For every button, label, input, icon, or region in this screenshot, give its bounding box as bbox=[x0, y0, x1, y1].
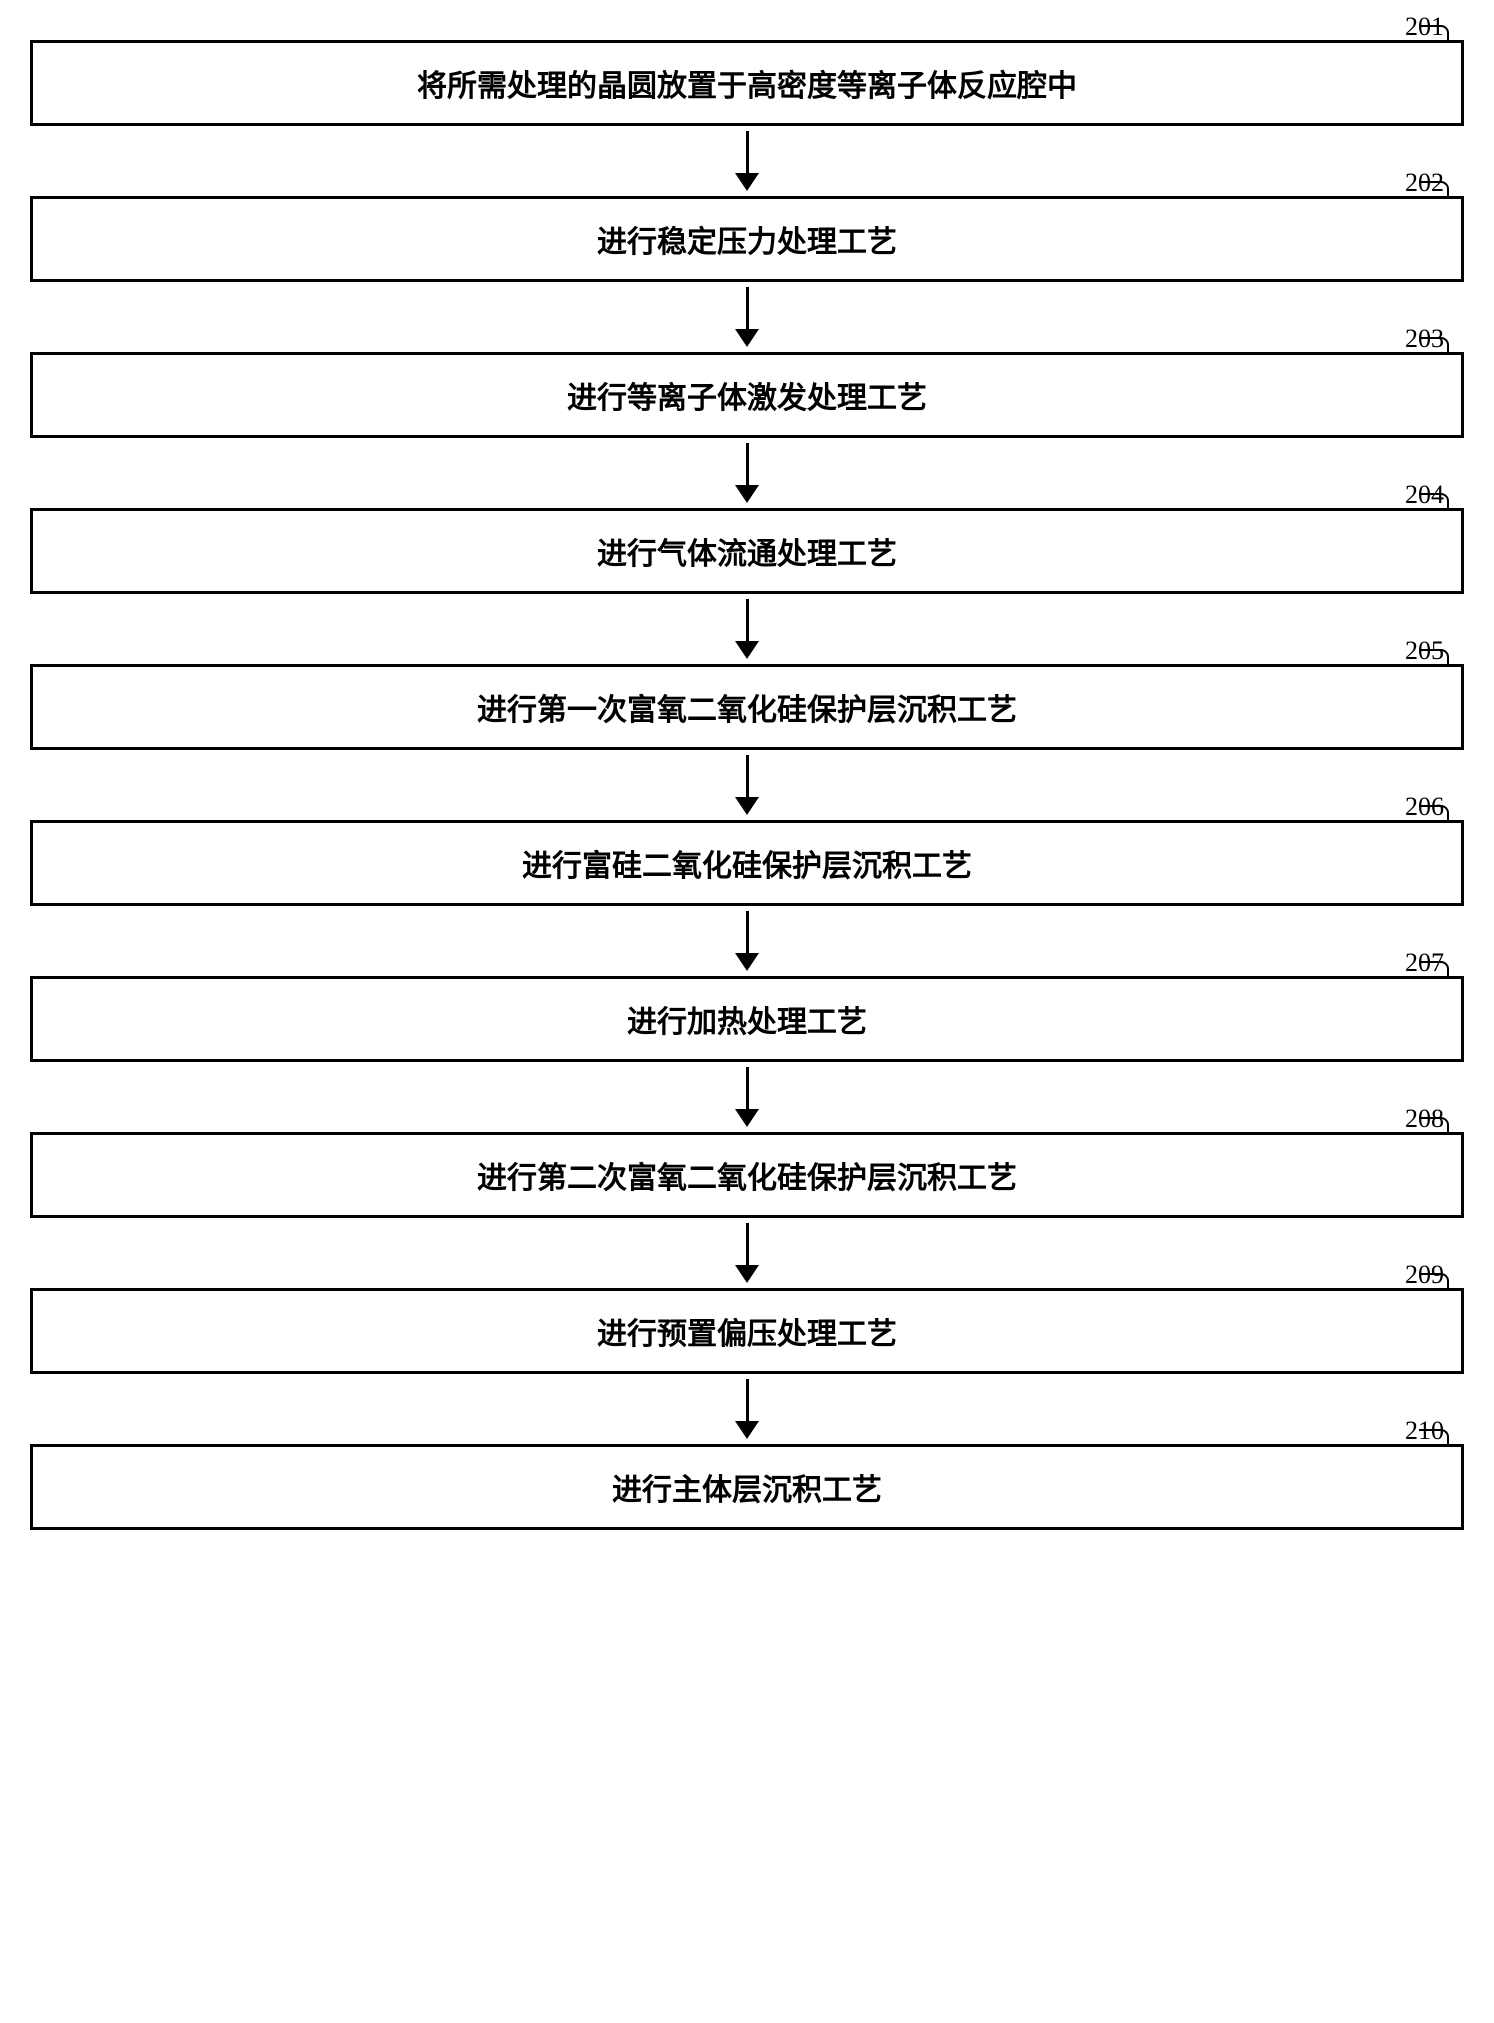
step-text: 将所需处理的晶圆放置于高密度等离子体反应腔中 bbox=[417, 70, 1077, 103]
step-text: 进行气体流通处理工艺 bbox=[597, 538, 897, 571]
step-wrapper: 207 进行加热处理工艺 bbox=[30, 976, 1464, 1062]
arrow bbox=[735, 282, 759, 352]
label-connector bbox=[1419, 25, 1449, 40]
arrow-line bbox=[746, 599, 749, 641]
arrow bbox=[735, 750, 759, 820]
step-wrapper: 205 进行第一次富氧二氧化硅保护层沉积工艺 bbox=[30, 664, 1464, 750]
arrow bbox=[735, 594, 759, 664]
arrow-head bbox=[735, 329, 759, 347]
label-connector bbox=[1419, 337, 1449, 352]
arrow bbox=[735, 438, 759, 508]
arrow-head bbox=[735, 641, 759, 659]
step-text: 进行加热处理工艺 bbox=[627, 1006, 867, 1039]
step-box: 进行加热处理工艺 bbox=[30, 976, 1464, 1062]
label-connector bbox=[1419, 181, 1449, 196]
label-connector bbox=[1419, 1429, 1449, 1444]
label-connector bbox=[1419, 1117, 1449, 1132]
step-wrapper: 206 进行富硅二氧化硅保护层沉积工艺 bbox=[30, 820, 1464, 906]
step-box: 进行富硅二氧化硅保护层沉积工艺 bbox=[30, 820, 1464, 906]
arrow bbox=[735, 1062, 759, 1132]
step-text: 进行等离子体激发处理工艺 bbox=[567, 382, 927, 415]
step-box: 进行等离子体激发处理工艺 bbox=[30, 352, 1464, 438]
arrow-line bbox=[746, 755, 749, 797]
arrow-line bbox=[746, 1067, 749, 1109]
label-connector bbox=[1419, 961, 1449, 976]
step-wrapper: 209 进行预置偏压处理工艺 bbox=[30, 1288, 1464, 1374]
process-flowchart: 201 将所需处理的晶圆放置于高密度等离子体反应腔中 202 进行稳定压力处理工… bbox=[30, 40, 1464, 1530]
step-text: 进行富硅二氧化硅保护层沉积工艺 bbox=[522, 850, 972, 883]
step-wrapper: 203 进行等离子体激发处理工艺 bbox=[30, 352, 1464, 438]
step-wrapper: 208 进行第二次富氧二氧化硅保护层沉积工艺 bbox=[30, 1132, 1464, 1218]
step-text: 进行稳定压力处理工艺 bbox=[597, 226, 897, 259]
step-text: 进行主体层沉积工艺 bbox=[612, 1474, 882, 1507]
arrow-line bbox=[746, 131, 749, 173]
arrow bbox=[735, 906, 759, 976]
step-wrapper: 204 进行气体流通处理工艺 bbox=[30, 508, 1464, 594]
label-connector bbox=[1419, 649, 1449, 664]
arrow bbox=[735, 126, 759, 196]
arrow-head bbox=[735, 953, 759, 971]
step-wrapper: 201 将所需处理的晶圆放置于高密度等离子体反应腔中 bbox=[30, 40, 1464, 126]
label-connector bbox=[1419, 805, 1449, 820]
step-text: 进行第一次富氧二氧化硅保护层沉积工艺 bbox=[477, 694, 1017, 727]
arrow-line bbox=[746, 911, 749, 953]
arrow-line bbox=[746, 443, 749, 485]
step-text: 进行预置偏压处理工艺 bbox=[597, 1318, 897, 1351]
step-wrapper: 210 进行主体层沉积工艺 bbox=[30, 1444, 1464, 1530]
label-connector bbox=[1419, 1273, 1449, 1288]
step-box: 进行第二次富氧二氧化硅保护层沉积工艺 bbox=[30, 1132, 1464, 1218]
step-box: 进行气体流通处理工艺 bbox=[30, 508, 1464, 594]
arrow bbox=[735, 1218, 759, 1288]
arrow-head bbox=[735, 485, 759, 503]
step-box: 进行稳定压力处理工艺 bbox=[30, 196, 1464, 282]
label-connector bbox=[1419, 493, 1449, 508]
arrow-head bbox=[735, 1421, 759, 1439]
arrow bbox=[735, 1374, 759, 1444]
arrow-line bbox=[746, 1223, 749, 1265]
arrow-head bbox=[735, 1265, 759, 1283]
step-box: 将所需处理的晶圆放置于高密度等离子体反应腔中 bbox=[30, 40, 1464, 126]
arrow-head bbox=[735, 1109, 759, 1127]
step-box: 进行预置偏压处理工艺 bbox=[30, 1288, 1464, 1374]
arrow-line bbox=[746, 287, 749, 329]
arrow-head bbox=[735, 173, 759, 191]
arrow-head bbox=[735, 797, 759, 815]
step-box: 进行主体层沉积工艺 bbox=[30, 1444, 1464, 1530]
step-box: 进行第一次富氧二氧化硅保护层沉积工艺 bbox=[30, 664, 1464, 750]
step-text: 进行第二次富氧二氧化硅保护层沉积工艺 bbox=[477, 1162, 1017, 1195]
step-wrapper: 202 进行稳定压力处理工艺 bbox=[30, 196, 1464, 282]
arrow-line bbox=[746, 1379, 749, 1421]
